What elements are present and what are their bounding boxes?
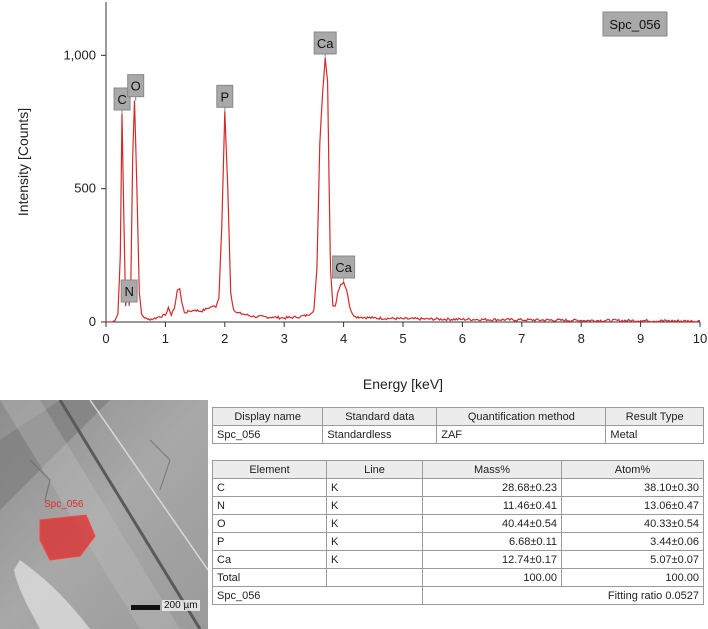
peak-label-text: O	[131, 79, 141, 94]
cell-atom: 5.07±0.07	[561, 550, 704, 569]
peak-label-ca: Ca	[332, 255, 356, 282]
cell-line: K	[326, 532, 423, 551]
info-header-display-name: Display name	[211, 407, 324, 426]
element-results-table: Element Line Mass% Atom% C K 28.68±0.23 …	[212, 460, 704, 605]
info-table-header: Display name Standard data Quantificatio…	[211, 407, 704, 426]
total-row: Total 100.00 100.00	[212, 568, 704, 587]
y-tick-label: 0	[89, 314, 96, 329]
chart-axes	[105, 2, 700, 323]
total-atom: 100.00	[561, 568, 704, 587]
x-tick-label: 10	[693, 331, 707, 346]
cell-element: Ca	[212, 550, 327, 569]
header-element: Element	[212, 460, 327, 479]
sem-micrograph	[0, 400, 208, 629]
x-tick-label: 8	[578, 331, 585, 346]
x-tick-label: 9	[637, 331, 644, 346]
peak-label-c: C	[113, 87, 131, 114]
peak-label-ca: Ca	[313, 31, 337, 58]
peak-label-text: C	[117, 92, 126, 107]
peak-label-n: N	[120, 279, 138, 306]
cell-mass: 40.44±0.54	[422, 514, 562, 533]
x-tick-label: 3	[281, 331, 288, 346]
info-standard-data: Standardless	[322, 425, 438, 444]
spectrum-legend-box: Spc_056	[602, 11, 668, 37]
x-tick-label: 7	[518, 331, 525, 346]
table-row: C K 28.68±0.23 38.10±0.30	[212, 478, 704, 497]
cell-line: K	[326, 478, 423, 497]
cell-atom: 38.10±0.30	[561, 478, 704, 497]
cell-element: C	[212, 478, 327, 497]
eds-spectrum-chart: 0 1 2 3 4 5 6 7 8 9 10 0 500 1,000 C N O P Ca Ca Spc_056 E…	[15, 2, 707, 392]
cell-mass: 11.46±0.41	[422, 496, 562, 515]
table-footer: Spc_056 Fitting ratio 0.0527	[212, 586, 704, 605]
info-header-standard-data: Standard data	[322, 407, 438, 426]
header-atom: Atom%	[561, 460, 704, 479]
cell-mass: 28.68±0.23	[422, 478, 562, 497]
series-line-spc-056	[106, 57, 701, 323]
info-result-type: Metal	[605, 425, 704, 444]
table-row: O K 40.44±0.54 40.33±0.54	[212, 514, 704, 533]
element-table-header: Element Line Mass% Atom%	[212, 460, 704, 479]
sem-region-label: Spc_056	[44, 499, 84, 510]
cell-element: O	[212, 514, 327, 533]
x-tick-label: 2	[221, 331, 228, 346]
total-mass: 100.00	[422, 568, 562, 587]
x-tick-label: 0	[102, 331, 109, 346]
cell-line: K	[326, 550, 423, 569]
table-row: N K 11.46±0.41 13.06±0.47	[212, 496, 704, 515]
y-tick-label: 1,000	[63, 47, 96, 62]
peak-label-p: P	[216, 84, 234, 112]
x-tick-label: 4	[340, 331, 347, 346]
analysis-region	[39, 514, 96, 561]
spectrum-info-table: Display name Standard data Quantificatio…	[211, 407, 704, 444]
peak-label-o: O	[127, 74, 145, 101]
header-mass: Mass%	[422, 460, 562, 479]
footer-fitting-ratio: Fitting ratio 0.0527	[422, 586, 704, 605]
cell-mass: 12.74±0.17	[422, 550, 562, 569]
cell-line: K	[326, 514, 423, 533]
x-tick-label: 5	[399, 331, 406, 346]
peak-labels: C N O P Ca Ca	[113, 31, 356, 306]
cell-mass: 6.68±0.11	[422, 532, 562, 551]
info-header-quant-method: Quantification method	[436, 407, 607, 426]
spectrum-legend-label: Spc_056	[609, 17, 660, 32]
peak-label-text: Ca	[335, 260, 352, 275]
peak-label-text: P	[220, 89, 229, 104]
chart-ticks: 0 1 2 3 4 5 6 7 8 9 10 0 500 1,000	[63, 47, 707, 346]
peak-label-text: N	[124, 284, 133, 299]
y-tick-label: 500	[74, 181, 96, 196]
total-line	[326, 568, 423, 587]
table-row: P K 6.68±0.11 3.44±0.06	[212, 532, 704, 551]
table-row: Ca K 12.74±0.17 5.07±0.07	[212, 550, 704, 569]
x-axis-title: Energy [keV]	[363, 376, 443, 392]
info-table-row: Spc_056 Standardless ZAF Metal	[211, 425, 704, 444]
y-axis-title: Intensity [Counts]	[15, 108, 31, 216]
footer-spectrum-name: Spc_056	[212, 586, 423, 605]
cell-atom: 3.44±0.06	[561, 532, 704, 551]
header-line: Line	[326, 460, 423, 479]
cell-element: P	[212, 532, 327, 551]
cell-atom: 40.33±0.54	[561, 514, 704, 533]
info-quant-method: ZAF	[436, 425, 607, 444]
info-header-result-type: Result Type	[605, 407, 704, 426]
total-label: Total	[212, 568, 327, 587]
peak-label-text: Ca	[317, 36, 334, 51]
info-display-name: Spc_056	[211, 425, 324, 444]
x-tick-label: 1	[162, 331, 169, 346]
sem-image: Spc_056 200 µm	[0, 400, 208, 629]
scale-bar	[131, 605, 160, 610]
scale-bar-label: 200 µm	[162, 600, 200, 611]
cell-element: N	[212, 496, 327, 515]
x-tick-label: 6	[459, 331, 466, 346]
cell-line: K	[326, 496, 423, 515]
cell-atom: 13.06±0.47	[561, 496, 704, 515]
